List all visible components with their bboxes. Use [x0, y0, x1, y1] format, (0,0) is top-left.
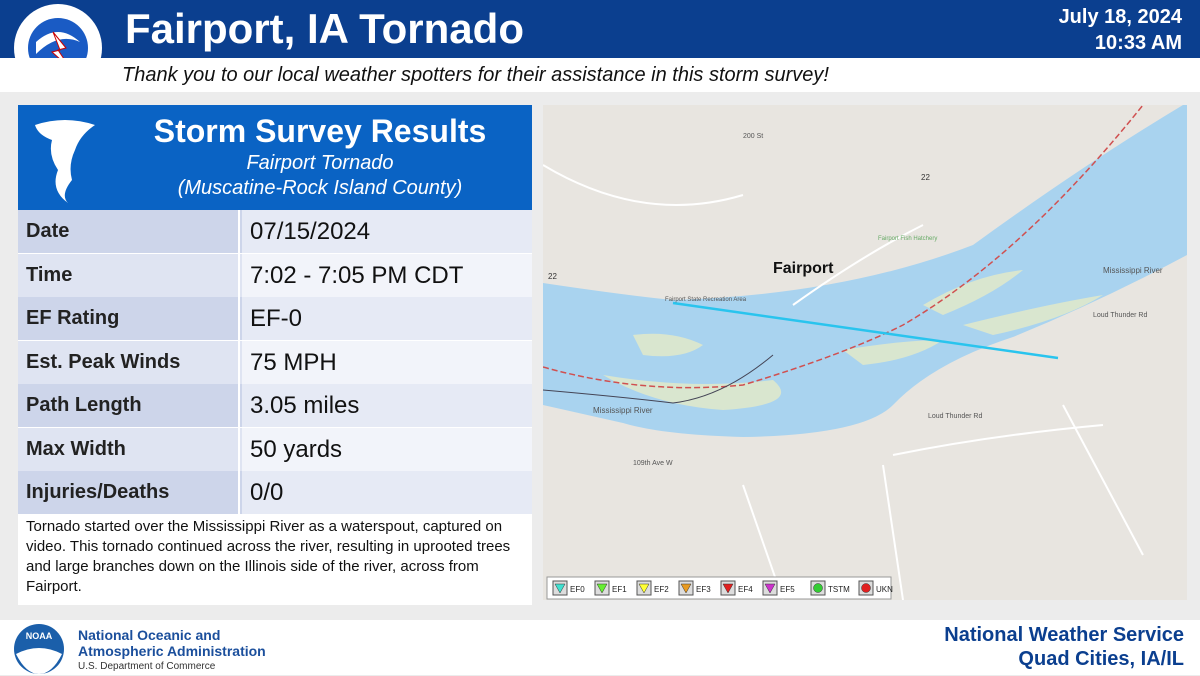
legend-label: EF2 [654, 585, 669, 594]
map-label: 109th Ave W [633, 460, 673, 467]
legend-box [546, 576, 892, 600]
table-row: Date 07/15/2024 [18, 210, 532, 254]
panel-header: Storm Survey Results Fairport Tornado (M… [18, 105, 532, 210]
map-label: 22 [921, 173, 930, 182]
legend-label: UKN [876, 585, 893, 594]
map-label: Mississippi River [1103, 266, 1163, 275]
noaa-text: NOAA [26, 631, 53, 641]
legend-label: EF3 [696, 585, 711, 594]
map-label: Fairport Fish Hatchery [878, 236, 937, 242]
table-row: Time 7:02 - 7:05 PM CDT [18, 253, 532, 298]
office: National Weather Service [944, 624, 1184, 646]
table-row: Path Length 3.05 miles [18, 384, 532, 428]
table-row: Max Width 50 yards [18, 427, 532, 472]
row-label: EF Rating [18, 297, 240, 340]
map-label: Loud Thunder Rd [1093, 312, 1147, 319]
row-label: Est. Peak Winds [18, 340, 240, 384]
date: July 18, 2024 [1058, 6, 1182, 28]
row-label: Max Width [18, 427, 240, 471]
noaa-line3: U.S. Department of Commerce [78, 661, 216, 672]
header-bar: Fairport, IA Tornado July 18, 2024 10:33… [0, 0, 1200, 92]
tornado-icon [35, 120, 95, 203]
row-value: 7:02 - 7:05 PM CDT [242, 253, 532, 297]
row-value: 0/0 [242, 471, 532, 514]
map-label: 22 [548, 272, 557, 281]
legend-label: EF0 [570, 585, 585, 594]
row-label: Injuries/Deaths [18, 471, 240, 514]
row-value: EF-0 [242, 297, 532, 340]
row-value: 50 yards [242, 427, 532, 471]
map-label: Fairport [773, 260, 834, 277]
legend-icon [596, 583, 608, 594]
row-label: Path Length [18, 384, 240, 427]
legend-icon [722, 583, 734, 594]
row-label: Date [18, 210, 240, 253]
table-row: Injuries/Deaths 0/0 [18, 471, 532, 515]
time: 10:33 AM [1094, 32, 1182, 54]
row-value: 75 MPH [242, 340, 532, 384]
noaa-line1: National Oceanic and [78, 627, 221, 643]
tornado-path [672, 301, 1059, 360]
map-label: Mississippi River [593, 406, 653, 415]
legend-icon [813, 583, 823, 593]
legend-icon [554, 583, 566, 594]
row-value: 07/15/2024 [242, 210, 532, 253]
panel-location: (Muscatine-Rock Island County) [177, 177, 463, 199]
panel-title: Storm Survey Results [153, 113, 487, 149]
legend-label: TSTM [828, 585, 850, 594]
legend-icon [861, 583, 871, 593]
legend-icon [764, 583, 776, 594]
legend-label: EF4 [738, 585, 753, 594]
description: Tornado started over the Mississippi Riv… [26, 518, 511, 595]
office-location: Quad Cities, IA/IL [1018, 648, 1184, 670]
map-label: Fairport State Recreation Area [665, 297, 747, 303]
legend-label: EF1 [612, 585, 627, 594]
row-value: 3.05 miles [242, 384, 532, 427]
footer: NOAA National Oceanic and Atmospheric Ad… [0, 620, 1200, 675]
table-row: Est. Peak Winds 75 MPH [18, 340, 532, 385]
map-label: Loud Thunder Rd [928, 413, 982, 420]
legend-icon [680, 583, 692, 594]
row-label: Time [18, 253, 240, 297]
subtitle-bar: Thank you to our local weather spotters … [0, 58, 1200, 92]
subtitle: Thank you to our local weather spotters … [122, 64, 829, 86]
noaa-line2: Atmospheric Administration [78, 643, 266, 659]
title: Fairport, IA Tornado [125, 5, 524, 52]
survey-panel: Storm Survey Results Fairport Tornado (M… [18, 105, 532, 605]
legend-icon [638, 583, 650, 594]
map-label: 200 St [743, 133, 763, 140]
panel-subtitle: Fairport Tornado [246, 152, 394, 174]
legend-label: EF5 [780, 585, 795, 594]
table-row: EF Rating EF-0 [18, 297, 532, 341]
noaa-logo: NOAA [14, 624, 64, 674]
map: Fairport Mississippi River Mississippi Riv… [543, 105, 1187, 600]
